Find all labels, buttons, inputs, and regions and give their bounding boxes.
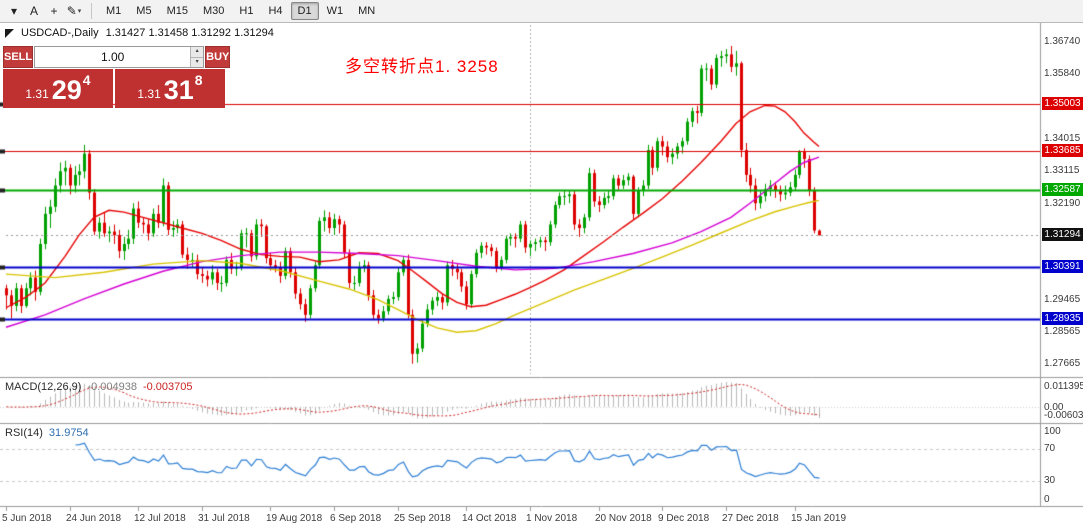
time-axis-label: 15 Jan 2019: [791, 513, 847, 524]
chart-symbol-period: USDCAD-,Daily: [21, 27, 99, 39]
macd-axis-label: -0.00603: [1044, 410, 1083, 421]
timeframe-button-h1[interactable]: H1: [239, 5, 254, 17]
buy-price-point: 8: [194, 72, 203, 88]
time-axis-label: 24 Jun 2018: [66, 513, 122, 524]
price-axis-label: 1.35840: [1044, 68, 1081, 80]
lot-increase-button[interactable]: ▴: [191, 47, 204, 58]
chart-dropdown-tool-icon[interactable]: ▾: [10, 4, 18, 18]
chart-annotation-text[interactable]: 多空转折点1. 3258: [345, 57, 499, 76]
crosshair-tool-icon[interactable]: +: [50, 4, 58, 18]
chart-ohlc-values: 1.31427 1.31458 1.31292 1.31294: [105, 27, 274, 39]
price-axis-label: 1.27665: [1044, 357, 1081, 369]
timeframe-button-m30[interactable]: M30: [202, 5, 225, 17]
sell-price-pips: 29: [51, 75, 82, 105]
time-axis-label: 6 Sep 2018: [330, 513, 382, 524]
toolbar: ▾ A + ✎ ▾ M1 M5 M15 M30 H1 H4 D1 W1 MN: [0, 0, 1083, 23]
rsi-indicator-label: RSI(14) 31.9754: [5, 427, 89, 439]
lot-size-field: ▴ ▾: [34, 46, 205, 68]
one-click-trade-panel: SELL ▴ ▾ BUY 1.31 29 4 1.31 31 8: [3, 46, 231, 108]
price-tag: 1.31294: [1042, 228, 1083, 242]
price-tag: 1.35003: [1042, 96, 1083, 110]
chart-title: USDCAD-,Daily 1.31427 1.31458 1.31292 1.…: [5, 27, 274, 39]
price-axis-label: 1.33115: [1044, 164, 1080, 176]
buy-button[interactable]: BUY: [205, 46, 231, 68]
rsi-name: RSI(14): [5, 427, 43, 439]
dropdown-caret-icon: ▾: [77, 8, 82, 15]
time-axis-label: 20 Nov 2018: [595, 513, 652, 524]
drawing-tools-icon[interactable]: ✎ ▾: [66, 4, 82, 18]
rsi-value: 31.9754: [48, 427, 89, 439]
price-axis-label: 1.28565: [1044, 326, 1081, 337]
sell-price-point: 4: [82, 72, 91, 88]
price-tag: 1.30391: [1042, 260, 1083, 274]
timeframe-button-d1[interactable]: D1: [290, 2, 319, 20]
sell-price-display[interactable]: 1.31 29 4: [3, 69, 113, 108]
price-axis-label: 1.34015: [1044, 132, 1081, 144]
text-label-tool-icon[interactable]: A: [29, 4, 38, 18]
macd-indicator-label: MACD(12,26,9) -0.004938 -0.003705: [5, 381, 193, 393]
time-axis-label: 5 Jun 2018: [2, 513, 52, 524]
time-axis-label: 27 Dec 2018: [722, 513, 779, 524]
macd-name: MACD(12,26,9): [5, 381, 82, 393]
macd-axis-label: 0.00: [1044, 401, 1064, 413]
sell-button[interactable]: SELL: [3, 46, 34, 68]
time-axis-label: 14 Oct 2018: [462, 513, 517, 524]
sell-price-prefix: 1.31: [25, 87, 49, 101]
lot-spinner: ▴ ▾: [190, 47, 204, 67]
price-tag: 1.33685: [1042, 143, 1083, 157]
lot-decrease-button[interactable]: ▾: [191, 57, 204, 67]
timeframe-toolbar: M1 M5 M15 M30 H1 H4 D1 W1 MN: [99, 2, 382, 20]
toolbar-tools: ▾ A + ✎ ▾: [4, 2, 84, 20]
price-axis-label: 1.36740: [1044, 36, 1081, 48]
timeframe-button-w1[interactable]: W1: [326, 5, 344, 17]
time-axis-label: 19 Aug 2018: [266, 513, 323, 524]
rsi-axis-label: 30: [1044, 475, 1056, 486]
timeframe-button-m15[interactable]: M15: [166, 5, 188, 17]
price-tag: 1.28935: [1042, 311, 1083, 325]
rsi-axis-label: 70: [1044, 443, 1056, 454]
time-axis-label: 1 Nov 2018: [526, 513, 578, 524]
timeframe-button-m1[interactable]: M1: [106, 5, 122, 17]
price-tag: 1.32587: [1042, 182, 1083, 196]
time-axis-label: 9 Dec 2018: [658, 513, 710, 524]
macd-signal-value: -0.003705: [142, 381, 193, 393]
timeframe-button-mn[interactable]: MN: [358, 5, 376, 17]
price-axis-label: 1.32190: [1044, 197, 1081, 209]
timeframe-button-m5[interactable]: M5: [136, 5, 152, 17]
lot-size-input[interactable]: [35, 47, 191, 67]
price-axis-label: 1.29465: [1044, 294, 1081, 306]
one-click-toggle-icon[interactable]: [5, 28, 14, 38]
timeframe-button-h4[interactable]: H4: [268, 5, 283, 17]
buy-price-pips: 31: [163, 75, 194, 105]
buy-price-prefix: 1.31: [137, 87, 161, 101]
time-axis-label: 31 Jul 2018: [198, 513, 250, 524]
time-axis-label: 25 Sep 2018: [394, 513, 451, 524]
rsi-axis-label: 100: [1044, 426, 1061, 437]
time-axis-label: 12 Jul 2018: [134, 513, 186, 524]
macd-main-value: -0.004938: [87, 381, 137, 393]
rsi-axis-label: 0: [1044, 494, 1050, 505]
buy-price-display[interactable]: 1.31 31 8: [115, 69, 225, 108]
macd-axis-label: 0.011395: [1044, 381, 1083, 392]
toolbar-separator: [91, 3, 92, 19]
